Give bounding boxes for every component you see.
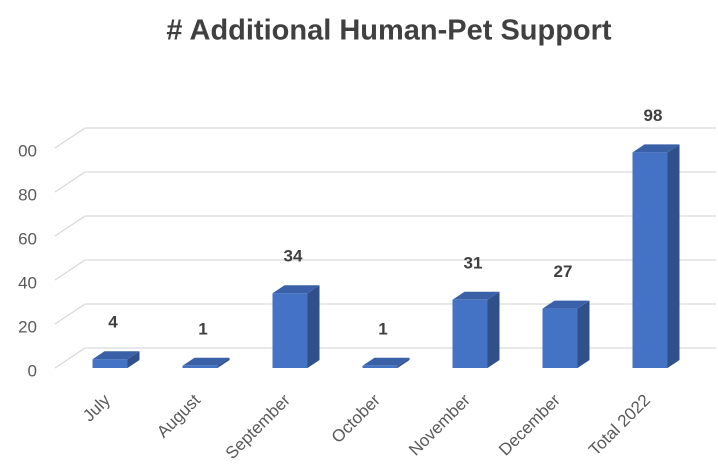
bar-top [452, 291, 500, 300]
bar-side [577, 300, 590, 368]
y-tick-label: 80 [18, 185, 37, 204]
x-tick-label: December [495, 390, 564, 459]
bar [272, 293, 308, 368]
x-tick-label: November [405, 390, 474, 459]
bar-top [272, 285, 320, 294]
grid-line [54, 303, 86, 325]
y-tick-label: 60 [18, 229, 37, 248]
chart-title: # Additional Human-Pet Support [166, 15, 612, 47]
bar-top [632, 144, 680, 153]
x-tick-label: July [79, 390, 114, 425]
bar [452, 299, 488, 368]
x-tick-label: August [153, 390, 204, 441]
y-tick-label: 00 [18, 141, 37, 160]
x-tick-label: September [222, 390, 294, 462]
bar-top [362, 357, 410, 366]
value-label: 98 [644, 106, 663, 125]
bar-side [307, 285, 320, 368]
bar [632, 152, 668, 368]
grid-line [54, 127, 86, 149]
y-tick-label: 40 [18, 273, 37, 292]
bar [542, 308, 578, 368]
bar-side [217, 357, 230, 368]
bar-side [667, 144, 680, 368]
x-tick-label: October [328, 390, 384, 446]
value-label: 1 [198, 319, 207, 338]
bar-top [182, 357, 230, 366]
bar [92, 359, 128, 368]
value-label: 1 [378, 319, 387, 338]
bar-top [542, 300, 590, 309]
bar-side [127, 351, 140, 368]
bar-side [397, 357, 410, 368]
grid-line [54, 347, 86, 369]
grid-line [54, 171, 86, 193]
value-label: 31 [464, 253, 483, 272]
bar [182, 365, 218, 368]
value-label: 34 [284, 247, 303, 266]
value-label: 27 [554, 262, 573, 281]
value-label: 4 [108, 313, 118, 332]
bar-top [92, 351, 140, 360]
grid-line [54, 215, 86, 237]
bar [362, 365, 398, 368]
y-tick-label: 0 [28, 361, 37, 380]
x-tick-label: Total 2022 [585, 391, 654, 460]
bar-side [487, 291, 500, 368]
grid-line [54, 259, 86, 281]
y-tick-label: 20 [18, 317, 37, 336]
